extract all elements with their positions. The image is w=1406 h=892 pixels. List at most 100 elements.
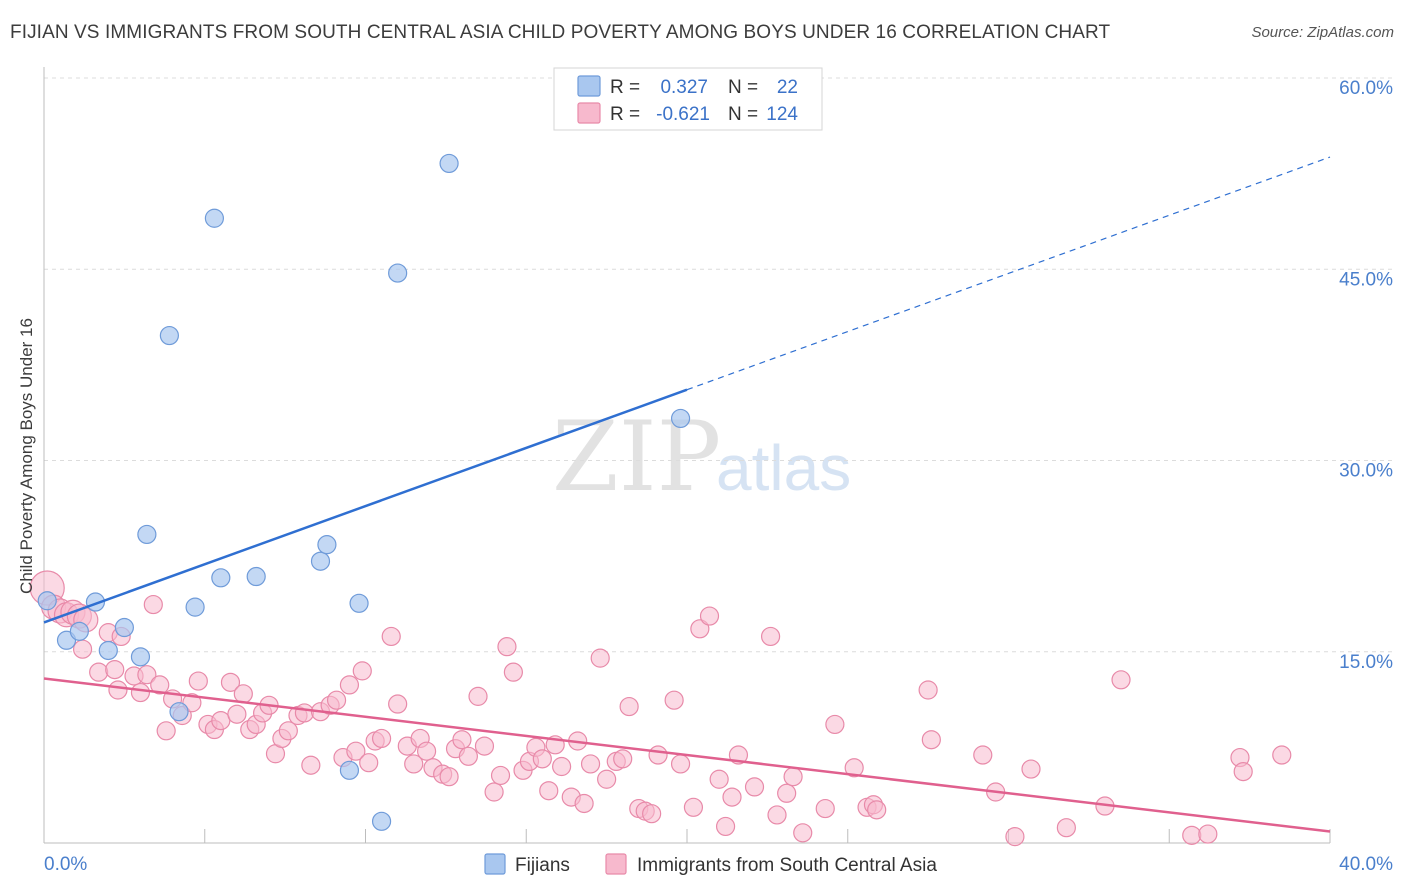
immigrants-point (490, 765, 511, 786)
immigrants-point (690, 619, 710, 639)
immigrants-point (1272, 745, 1292, 765)
immigrants-point (664, 690, 684, 710)
immigrants-point (1056, 818, 1076, 838)
immigrants-point (590, 648, 610, 668)
stats-n-label-fijians: N = (728, 77, 758, 98)
immigrants-point (468, 686, 488, 706)
fijians-point (349, 593, 369, 613)
immigrants-point (1182, 825, 1202, 845)
stats-legend: R = 0.327 N = 22 R = -0.621 N = 124 (553, 67, 823, 131)
immigrants-point (815, 798, 835, 819)
immigrants-point (233, 684, 253, 704)
x-ticks (204, 829, 1331, 843)
immigrants-point (220, 672, 241, 692)
immigrants-point (130, 682, 151, 703)
immigrants-point (503, 662, 523, 682)
chart-title: FIJIAN VS IMMIGRANTS FROM SOUTH CENTRAL … (10, 22, 1111, 43)
scatter-points (29, 153, 1292, 847)
immigrants-point (597, 769, 617, 789)
immigrants-point (484, 782, 504, 802)
immigrants-point (767, 805, 787, 825)
immigrants-point (642, 804, 662, 824)
watermark-atlas: atlas (716, 432, 851, 504)
fijians-point (246, 566, 266, 587)
immigrants-point (715, 816, 736, 837)
immigrants-point (921, 730, 941, 750)
immigrants-point (844, 758, 864, 778)
fijians-trend-line-extension (686, 156, 1331, 391)
immigrants-point (359, 753, 379, 773)
immigrants-point (580, 754, 601, 774)
fijians-point (137, 524, 157, 545)
fijians-point (670, 408, 691, 429)
immigrants-point (404, 754, 424, 774)
watermark-zip: ZIP (552, 401, 721, 513)
fijians-point (317, 535, 337, 555)
y-axis-label: Child Poverty Among Boys Under 16 (17, 318, 36, 594)
immigrants-point (699, 606, 720, 626)
stats-n-value-fijians: 22 (777, 77, 798, 98)
fijians-point (371, 811, 392, 831)
stats-swatch-immigrants (577, 102, 601, 124)
fijians-point (98, 640, 118, 661)
immigrants-point (1005, 827, 1025, 847)
immigrants-point (918, 680, 938, 700)
immigrants-point (388, 694, 408, 714)
immigrants-point (825, 714, 845, 735)
immigrants-point (474, 736, 495, 756)
fijians-point (204, 208, 224, 228)
fijians-point (185, 597, 205, 617)
x-tick-label-max: 40.0% (1339, 854, 1393, 875)
immigrants-point (532, 749, 552, 769)
immigrants-point (294, 703, 315, 723)
immigrants-point (156, 721, 176, 741)
stats-r-value-fijians: 0.327 (660, 77, 708, 98)
immigrants-point (783, 767, 803, 787)
immigrants-point (89, 662, 109, 682)
immigrants-point (105, 659, 125, 680)
immigrants-point (1233, 761, 1253, 782)
legend-swatch-fijians (484, 853, 506, 875)
fijians-point (439, 153, 459, 174)
fijians-point (130, 647, 151, 667)
y-tick-label: 15.0% (1339, 652, 1393, 673)
immigrants-point (867, 800, 887, 820)
fijians-trend-line (43, 388, 688, 624)
immigrants-point (227, 704, 247, 724)
source-label: Source: ZipAtlas.com (1251, 24, 1394, 41)
fijians-point (169, 702, 189, 722)
fijians-point (310, 551, 331, 571)
immigrants-point (339, 675, 360, 695)
immigrants-point (452, 730, 472, 750)
legend-label-fijians: Fijians (515, 855, 570, 876)
immigrants-point (211, 710, 231, 731)
stats-n-label-immigrants: N = (728, 104, 758, 125)
y-tick-label: 60.0% (1339, 78, 1393, 99)
stats-n-value-immigrants: 124 (766, 104, 798, 125)
immigrants-point (613, 749, 633, 769)
immigrants-point (1021, 759, 1041, 779)
y-tick-label: 30.0% (1339, 461, 1393, 482)
immigrants-point (108, 680, 128, 700)
immigrants-point (458, 746, 478, 766)
stats-r-label-immigrants: R = (610, 104, 640, 125)
immigrants-point (760, 626, 781, 647)
legend-swatch-immigrants (605, 853, 627, 875)
fijians-point (114, 617, 134, 638)
immigrants-point (497, 637, 517, 657)
immigrants-point (381, 626, 401, 647)
immigrants-point (143, 594, 163, 615)
immigrants-point (72, 639, 93, 659)
immigrants-point (188, 671, 208, 691)
immigrants-point (648, 745, 668, 765)
immigrants-point (744, 777, 765, 797)
immigrants-point (439, 767, 459, 787)
immigrants-point (709, 769, 729, 789)
immigrants-point (278, 721, 298, 741)
trend-lines (43, 156, 1331, 833)
immigrants-point (670, 754, 691, 774)
fijians-point (211, 568, 231, 588)
stats-swatch-fijians (577, 75, 601, 97)
immigrants-point (973, 745, 993, 765)
